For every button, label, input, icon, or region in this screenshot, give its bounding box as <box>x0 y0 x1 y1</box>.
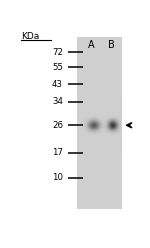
Text: A: A <box>87 40 94 50</box>
Text: 10: 10 <box>52 173 63 182</box>
Text: 55: 55 <box>52 63 63 72</box>
Text: 43: 43 <box>52 80 63 89</box>
Text: 26: 26 <box>52 121 63 130</box>
Text: 17: 17 <box>52 148 63 157</box>
Text: 34: 34 <box>52 97 63 106</box>
Text: 72: 72 <box>52 48 63 57</box>
Text: B: B <box>108 40 115 50</box>
Bar <box>77 37 121 209</box>
Text: KDa: KDa <box>21 32 39 41</box>
